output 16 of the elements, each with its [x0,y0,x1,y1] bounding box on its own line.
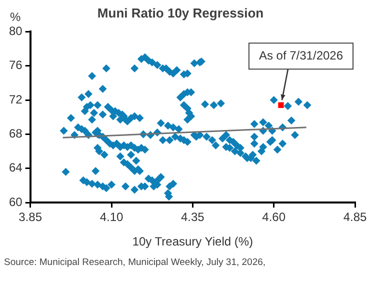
chart-title: Muni Ratio 10y Regression [97,5,264,20]
x-tick-label: 4.10 [100,210,124,224]
x-tick-label: 4.85 [343,210,367,224]
y-tick-label: 80 [8,24,23,38]
y-tick-label: 60 [8,194,23,209]
annotation: As of 7/31/2026 [258,48,344,62]
y-axis-title: % [10,10,21,24]
y-tick-label: 72 [8,92,23,106]
y-tick-label: 68 [8,126,23,141]
x-tick-label: 3.85 [18,210,42,224]
y-tick-label: 76 [8,58,23,72]
x-axis-title: 10y Treasury Yield (%) [132,234,254,248]
x-tick-label: 4.60 [262,210,286,224]
source-note: Source: Municipal Research, Municipal Weekly, July 31, 2026, [4,256,266,269]
x-tick-label: 4.35 [180,210,205,224]
y-tick-label: 64 [8,160,23,175]
